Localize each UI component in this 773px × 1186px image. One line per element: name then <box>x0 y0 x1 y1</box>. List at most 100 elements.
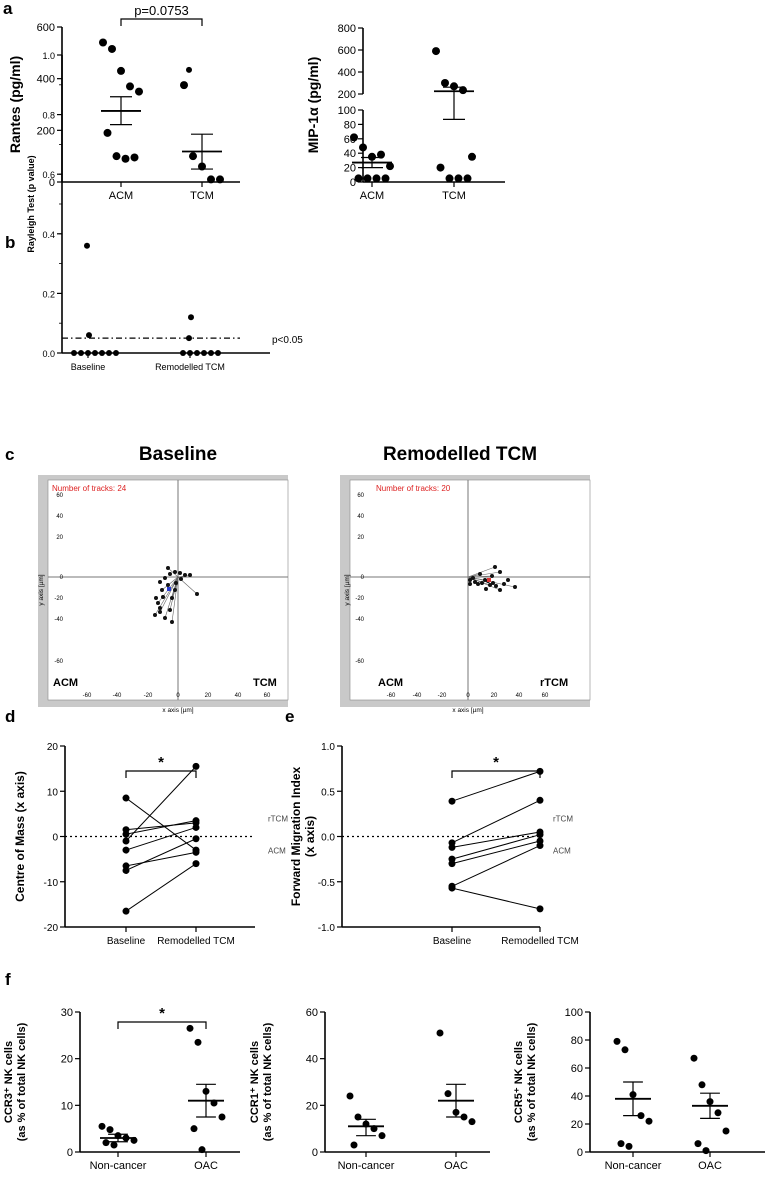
data-point <box>448 843 456 851</box>
x-tick-label: ACM <box>109 190 133 202</box>
migration-endpoints-remodelled <box>468 565 517 592</box>
y-tick-label: 1.0 <box>42 51 55 61</box>
data-point <box>99 350 105 356</box>
data-point <box>122 794 130 802</box>
y-tick-label: 200 <box>37 125 55 137</box>
x-tick-label: Non-cancer <box>605 1160 662 1172</box>
significance-bracket <box>120 18 203 26</box>
panel-c-title-left: Baseline <box>139 444 217 465</box>
y-axis-label: CCR1⁺ NK cells <box>249 1041 261 1123</box>
data-point <box>192 860 200 868</box>
data-point <box>117 66 125 75</box>
data-point <box>218 1113 226 1121</box>
pair-line <box>451 887 541 910</box>
data-point <box>122 907 130 915</box>
data-point <box>350 133 358 142</box>
tick-label: -40 <box>413 693 422 699</box>
data-point <box>194 350 200 356</box>
data-point <box>354 174 363 183</box>
tick-label: 60 <box>56 493 63 499</box>
data-point <box>110 1141 118 1149</box>
tick-label: 40 <box>56 514 63 520</box>
data-point <box>368 152 376 161</box>
y-tick-label: 0 <box>52 833 58 844</box>
pair-line <box>451 831 541 848</box>
data-point <box>346 1092 354 1100</box>
pair-line <box>125 826 197 851</box>
data-point <box>722 1127 730 1135</box>
data-point <box>99 38 107 47</box>
data-point <box>702 1147 710 1155</box>
corner-label-acm-baseline: ACM <box>53 677 78 689</box>
tick-label: -60 <box>355 659 364 665</box>
data-point <box>617 1140 625 1148</box>
panel-label-a: a <box>3 0 13 18</box>
data-point <box>645 1117 653 1125</box>
data-point <box>698 1081 706 1089</box>
chart-rayleigh: 0.0 0.2 0.4 0.6 0.8 1.0 Baseline Remodelled TCM… <box>26 51 303 372</box>
y-tick-label: 80 <box>571 1035 583 1047</box>
y-axis-label-baseline: y axis [µm] <box>38 574 45 605</box>
y-axis-label: Rantes (pg/ml) <box>7 56 23 153</box>
tick-label: -40 <box>113 693 122 699</box>
tick-label: 20 <box>357 535 364 541</box>
x-tick-label: OAC <box>194 1160 218 1172</box>
tick-label: 20 <box>205 693 212 699</box>
y-tick-label: 0 <box>577 1147 583 1159</box>
y-tick-label: 0.8 <box>42 111 55 121</box>
data-point <box>186 335 192 342</box>
chart-ccr5: 0 20 40 60 80 100 Non-cancer OAC CCR5⁺ NK cells(… <box>513 1007 765 1172</box>
corner-label-tcm-baseline: TCM <box>253 677 277 689</box>
y-tick-label: 20 <box>306 1100 318 1112</box>
data-point <box>359 143 367 152</box>
data-point <box>187 350 193 356</box>
y-axis-label: (x axis) <box>303 816 317 857</box>
x-axis-label-baseline: x axis [µm] <box>162 707 193 714</box>
tick-label: -20 <box>54 596 63 602</box>
y-tick-label: 20 <box>61 1054 73 1066</box>
tick-label: -60 <box>83 693 92 699</box>
pair-line <box>125 851 197 867</box>
data-point <box>78 350 84 356</box>
data-point <box>216 175 224 184</box>
y-tick-label: 0.0 <box>321 833 335 844</box>
tick-label: -40 <box>355 617 364 623</box>
y-axis-label: (as % of total NK cells) <box>16 1022 28 1141</box>
significance-label: * <box>158 754 164 771</box>
x-tick-label: TCM <box>442 190 466 202</box>
pair-line <box>125 863 197 912</box>
significance-bracket <box>117 1021 207 1029</box>
data-point <box>448 797 456 805</box>
data-point <box>625 1142 633 1150</box>
x-tick-label: Baseline <box>107 936 146 947</box>
pair-line <box>125 797 197 851</box>
data-point <box>536 842 544 850</box>
x-tick-label: Remodelled TCM <box>501 936 579 947</box>
panel-label-d: d <box>5 707 15 726</box>
panel-c-title-right: Remodelled TCM <box>383 444 537 465</box>
data-point <box>381 174 390 183</box>
data-point <box>436 163 445 172</box>
x-tick-label: Baseline <box>71 362 106 372</box>
data-point <box>377 150 385 159</box>
data-point <box>194 1038 202 1046</box>
y-tick-label: -20 <box>44 923 59 934</box>
region-label-lower: ACM <box>553 847 571 856</box>
x-tick-label: ACM <box>360 190 384 202</box>
tick-label: 40 <box>357 514 364 520</box>
tick-label: 60 <box>264 693 271 699</box>
y-tick-label: 0.5 <box>321 787 335 798</box>
data-point <box>536 905 544 913</box>
y-tick-label: 800 <box>338 23 356 35</box>
x-tick-label: Non-cancer <box>338 1160 395 1172</box>
tick-label: 0 <box>466 693 470 699</box>
tick-label: 0 <box>60 575 64 581</box>
x-tick-label: Remodelled TCM <box>157 936 235 947</box>
corner-label-acm-remodelled: ACM <box>378 677 403 689</box>
data-point <box>208 350 214 356</box>
chart-rantes: 0 200 400 600 ACM TCM Rantes (pg/ml) p=0.0753 <box>7 3 240 202</box>
pair-line <box>451 840 541 865</box>
y-axis-label: MIP-1α (pg/ml) <box>305 57 321 154</box>
